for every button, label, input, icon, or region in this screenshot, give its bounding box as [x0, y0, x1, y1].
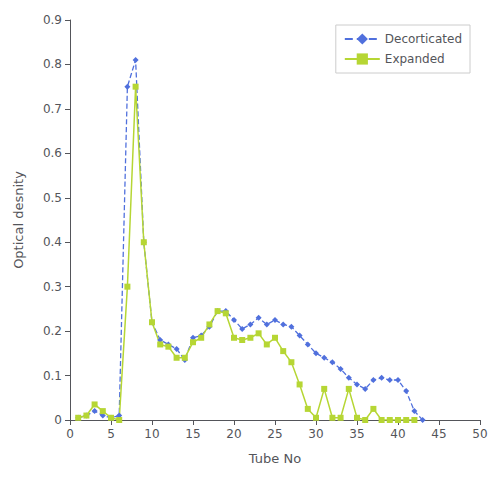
svg-text:0.9: 0.9	[43, 13, 62, 27]
svg-text:Expanded: Expanded	[385, 52, 445, 66]
svg-text:35: 35	[349, 427, 364, 441]
svg-text:0.7: 0.7	[43, 102, 62, 116]
svg-text:10: 10	[144, 427, 159, 441]
svg-text:Decorticated: Decorticated	[385, 32, 462, 46]
svg-text:0.4: 0.4	[43, 235, 62, 249]
svg-text:30: 30	[308, 427, 323, 441]
svg-text:45: 45	[431, 427, 446, 441]
svg-text:0.8: 0.8	[43, 57, 62, 71]
svg-text:40: 40	[390, 427, 405, 441]
svg-text:50: 50	[472, 427, 487, 441]
svg-text:0: 0	[66, 427, 74, 441]
svg-text:0.6: 0.6	[43, 146, 62, 160]
svg-text:0: 0	[54, 413, 62, 427]
svg-text:15: 15	[185, 427, 200, 441]
svg-text:Optical desnity: Optical desnity	[11, 171, 26, 269]
svg-text:0.3: 0.3	[43, 280, 62, 294]
svg-text:5: 5	[107, 427, 115, 441]
svg-text:0.1: 0.1	[43, 369, 62, 383]
svg-text:25: 25	[267, 427, 282, 441]
svg-text:20: 20	[226, 427, 241, 441]
svg-text:Tube No: Tube No	[248, 451, 301, 466]
svg-text:0.5: 0.5	[43, 191, 62, 205]
svg-text:0.2: 0.2	[43, 324, 62, 338]
